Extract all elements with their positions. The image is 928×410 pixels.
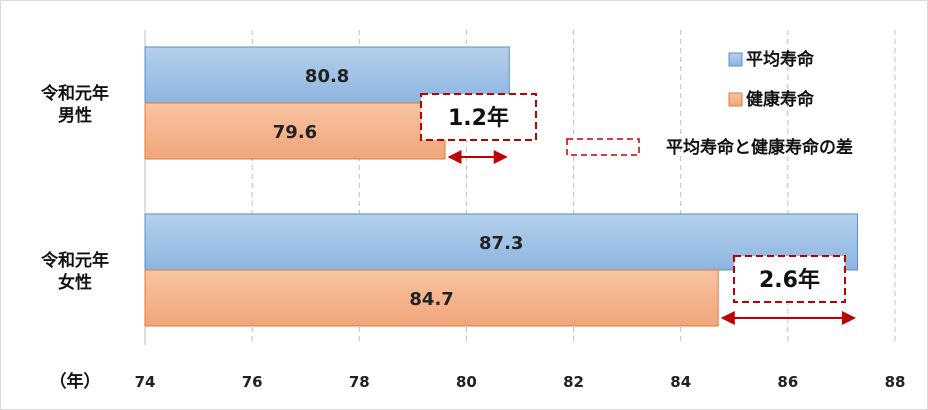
legend-item-avg: 平均寿命 — [746, 49, 815, 70]
x-unit-label: （年） — [50, 371, 101, 392]
difference-label: 1.2年 — [448, 105, 509, 131]
difference-label: 2.6年 — [759, 267, 820, 293]
bar-healthy-1 — [144, 269, 719, 327]
difference-box — [420, 93, 537, 141]
category-label-line: 女性 — [58, 272, 92, 293]
category-label: 令和元年女性 — [41, 250, 109, 293]
x-tick-label: 82 — [563, 373, 584, 391]
x-tick-label: 84 — [670, 373, 691, 391]
bar-value-label: 80.8 — [305, 66, 349, 87]
x-tick-label: 78 — [349, 373, 370, 391]
category-label-line: 男性 — [58, 105, 92, 126]
x-tick-label: 86 — [777, 373, 798, 391]
legend-difference-label: 平均寿命と健康寿命の差 — [666, 137, 853, 158]
category-label: 令和元年男性 — [41, 83, 109, 126]
legend-item-avg-swatch — [728, 52, 743, 67]
x-axis: 74 76 78 80 82 84 86 88 （年） — [50, 371, 906, 392]
annotations: 1.2年 2.6年 — [420, 93, 856, 325]
bars: 80.8 87.3 79.6 84.7 — [144, 46, 858, 327]
x-tick-label: 76 — [242, 373, 263, 391]
bar-value-label: 79.6 — [273, 122, 317, 143]
bar-value-label: 84.7 — [409, 289, 453, 310]
bar-value-label: 87.3 — [479, 233, 523, 254]
category-label-line: 令和元年 — [41, 250, 109, 271]
legend-item-healthy: 健康寿命 — [746, 89, 815, 110]
category-label-line: 令和元年 — [41, 83, 109, 104]
legend-item-healthy-swatch — [728, 92, 743, 107]
legend-difference-swatch — [566, 138, 640, 156]
x-tick-label: 80 — [456, 373, 477, 391]
difference-box — [733, 255, 846, 303]
bar-healthy-0 — [144, 102, 446, 160]
x-tick-label: 88 — [885, 373, 906, 391]
x-tick-label: 74 — [135, 373, 156, 391]
